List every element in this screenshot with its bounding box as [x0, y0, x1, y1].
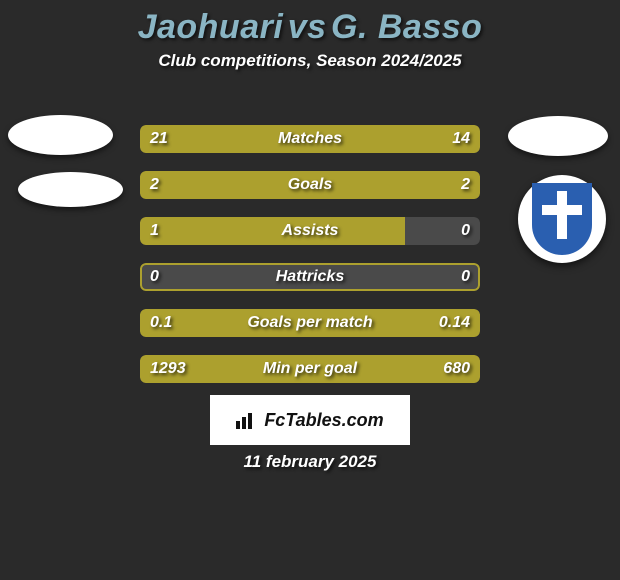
club-shield-icon [532, 183, 592, 255]
stat-label: Min per goal [140, 355, 480, 383]
stat-label: Goals [140, 171, 480, 199]
subtitle: Club competitions, Season 2024/2025 [0, 51, 620, 89]
player2-badge-ellipse [508, 116, 608, 156]
stat-row: 0Hattricks0 [140, 263, 480, 291]
title-player2: G. Basso [331, 8, 482, 46]
stat-right-value: 0 [461, 263, 470, 291]
stat-right-value: 14 [452, 125, 470, 153]
stat-row: 21Matches14 [140, 125, 480, 153]
stat-right-value: 0 [461, 217, 470, 245]
club-cross-vertical [557, 191, 567, 239]
stat-label: Assists [140, 217, 480, 245]
stat-label: Matches [140, 125, 480, 153]
comparison-infographic: Jaohuari vs G. Basso Club competitions, … [0, 0, 620, 580]
stat-row: 0.1Goals per match0.14 [140, 309, 480, 337]
stat-right-value: 2 [461, 171, 470, 199]
stat-right-value: 0.14 [439, 309, 470, 337]
title-player1: Jaohuari [138, 8, 284, 46]
stat-row: 1Assists0 [140, 217, 480, 245]
player1-badge-ellipse-1 [8, 115, 113, 155]
stat-row: 2Goals2 [140, 171, 480, 199]
player1-badge-ellipse-2 [18, 172, 123, 207]
source-logo: FcTables.com [210, 395, 410, 445]
date-label: 11 february 2025 [0, 452, 620, 472]
club-cross-horizontal [542, 205, 582, 215]
player2-club-badge [518, 175, 606, 263]
title-row: Jaohuari vs G. Basso [0, 0, 620, 51]
comparison-bars: 21Matches142Goals21Assists00Hattricks00.… [140, 125, 480, 401]
bar-chart-icon [236, 411, 260, 429]
source-logo-text: FcTables.com [264, 410, 383, 431]
stat-label: Goals per match [140, 309, 480, 337]
stat-right-value: 680 [443, 355, 470, 383]
stat-label: Hattricks [140, 263, 480, 291]
stat-row: 1293Min per goal680 [140, 355, 480, 383]
title-vs: vs [288, 8, 327, 46]
